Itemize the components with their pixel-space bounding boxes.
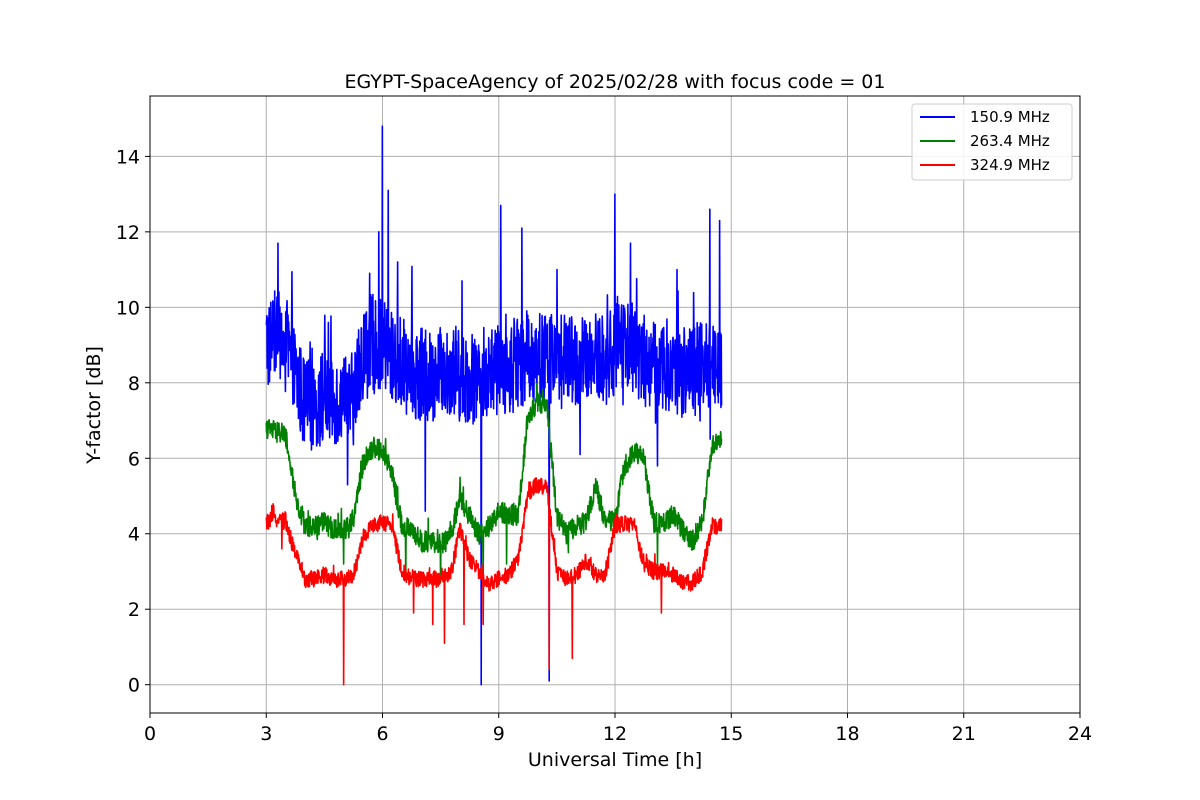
chart-title: EGYPT-SpaceAgency of 2025/02/28 with foc… <box>345 71 886 93</box>
x-tick-label: 3 <box>260 723 272 745</box>
y-tick-label: 2 <box>128 599 140 621</box>
y-tick-label: 6 <box>128 448 140 470</box>
x-axis-label: Universal Time [h] <box>528 749 702 771</box>
series-line-1 <box>265 125 723 686</box>
y-tick-label: 8 <box>128 373 140 395</box>
legend-label-series-1: 150.9 MHz <box>970 108 1050 126</box>
series-3 <box>265 477 723 686</box>
x-tick-label: 18 <box>835 723 859 745</box>
y-tick-label: 10 <box>116 297 140 319</box>
x-tick-label: 12 <box>603 723 627 745</box>
y-tick-label: 14 <box>116 146 140 168</box>
y-tick-label: 4 <box>128 524 140 546</box>
x-tick-label: 24 <box>1068 723 1092 745</box>
y-axis-ticks: 0 2 4 6 8 10 12 14 <box>116 146 150 697</box>
legend-label-series-3: 324.9 MHz <box>970 156 1050 174</box>
legend: 150.9 MHz 263.4 MHz 324.9 MHz <box>911 103 1073 181</box>
x-axis-ticks: 0 3 6 9 12 15 18 21 24 <box>144 713 1092 745</box>
x-tick-label: 9 <box>493 723 505 745</box>
x-tick-label: 0 <box>144 723 156 745</box>
series-line-3 <box>265 477 723 686</box>
series-1 <box>265 125 723 686</box>
x-tick-label: 21 <box>952 723 976 745</box>
y-tick-label: 12 <box>116 222 140 244</box>
y-tick-label: 0 <box>128 675 140 697</box>
series-layer <box>265 125 723 686</box>
y-axis-label: Y-factor [dB] <box>83 346 105 465</box>
series-2 <box>265 382 723 584</box>
x-tick-label: 15 <box>719 723 743 745</box>
x-tick-label: 6 <box>376 723 388 745</box>
legend-box <box>911 103 1073 181</box>
legend-label-series-2: 263.4 MHz <box>970 132 1050 150</box>
series-line-2 <box>265 382 723 584</box>
